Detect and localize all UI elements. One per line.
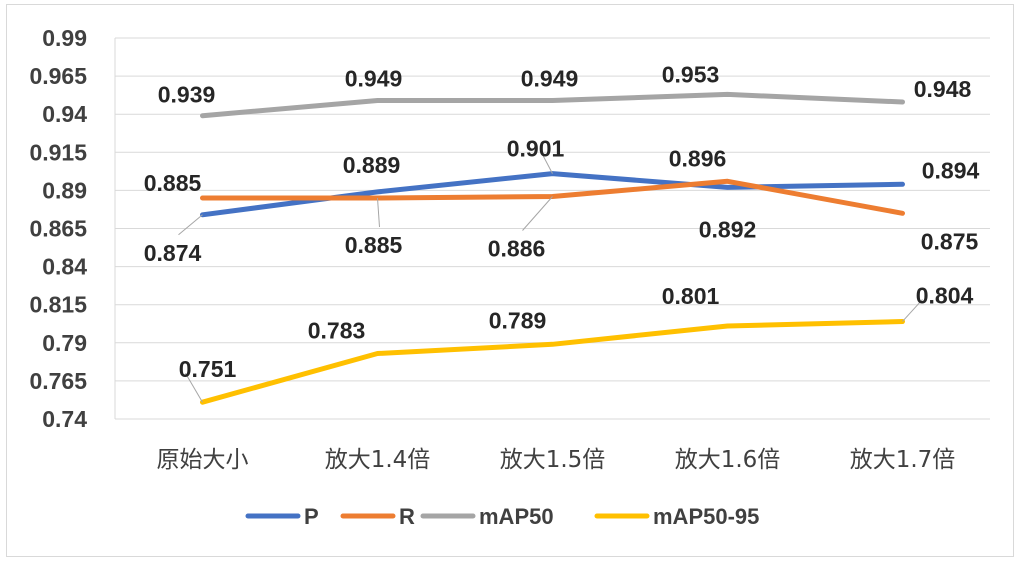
- legend-label: P: [304, 504, 319, 529]
- chart-frame: [6, 4, 1014, 557]
- x-tick-label: 原始大小: [157, 447, 249, 473]
- data-label-leader: [185, 372, 203, 403]
- y-tick-label: 0.94: [42, 101, 87, 127]
- data-label-leader: [902, 299, 923, 322]
- y-tick-label: 0.99: [42, 25, 87, 51]
- y-tick-label: 0.815: [29, 292, 87, 318]
- data-label: 0.751: [179, 356, 237, 382]
- data-label: 0.789: [489, 307, 547, 333]
- y-tick-label: 0.965: [29, 63, 87, 89]
- x-tick-label: 放大1.6倍: [675, 447, 781, 473]
- data-label: 0.801: [662, 283, 720, 309]
- data-label: 0.874: [144, 240, 202, 266]
- legend-label: R: [399, 504, 415, 529]
- data-label: 0.892: [699, 216, 757, 242]
- y-tick-label: 0.74: [42, 406, 87, 432]
- data-label: 0.948: [914, 76, 972, 102]
- data-label: 0.804: [916, 282, 974, 308]
- y-tick-label: 0.915: [29, 139, 87, 165]
- x-tick-label: 放大1.7倍: [850, 447, 956, 473]
- y-tick-label: 0.89: [42, 177, 87, 203]
- data-label-leader: [178, 214, 203, 236]
- x-tick-label: 放大1.5倍: [500, 447, 606, 473]
- data-label: 0.886: [488, 235, 546, 261]
- data-label: 0.901: [507, 136, 565, 162]
- data-label-leader: [541, 152, 553, 174]
- y-tick-label: 0.79: [42, 330, 87, 356]
- y-tick-label: 0.765: [29, 368, 87, 394]
- y-tick-label: 0.84: [42, 254, 87, 280]
- data-label-leader: [522, 196, 553, 231]
- data-label: 0.949: [345, 65, 403, 91]
- data-label: 0.939: [158, 82, 216, 108]
- legend-label: mAP50-95: [653, 504, 759, 529]
- y-tick-label: 0.865: [29, 216, 87, 242]
- data-label: 0.885: [345, 232, 403, 258]
- data-label: 0.949: [521, 65, 579, 91]
- data-label-leader: [377, 197, 380, 228]
- x-tick-label: 放大1.4倍: [325, 447, 431, 473]
- series-line-map50: [200, 91, 905, 119]
- data-label: 0.875: [921, 228, 979, 254]
- data-label: 0.896: [669, 145, 727, 171]
- series-line-map50-95: [200, 319, 905, 405]
- data-label: 0.783: [308, 317, 366, 343]
- data-label: 0.953: [662, 61, 720, 87]
- legend-label: mAP50: [479, 504, 554, 529]
- data-label: 0.889: [343, 152, 401, 178]
- data-label: 0.885: [144, 170, 202, 196]
- data-label: 0.894: [922, 157, 980, 183]
